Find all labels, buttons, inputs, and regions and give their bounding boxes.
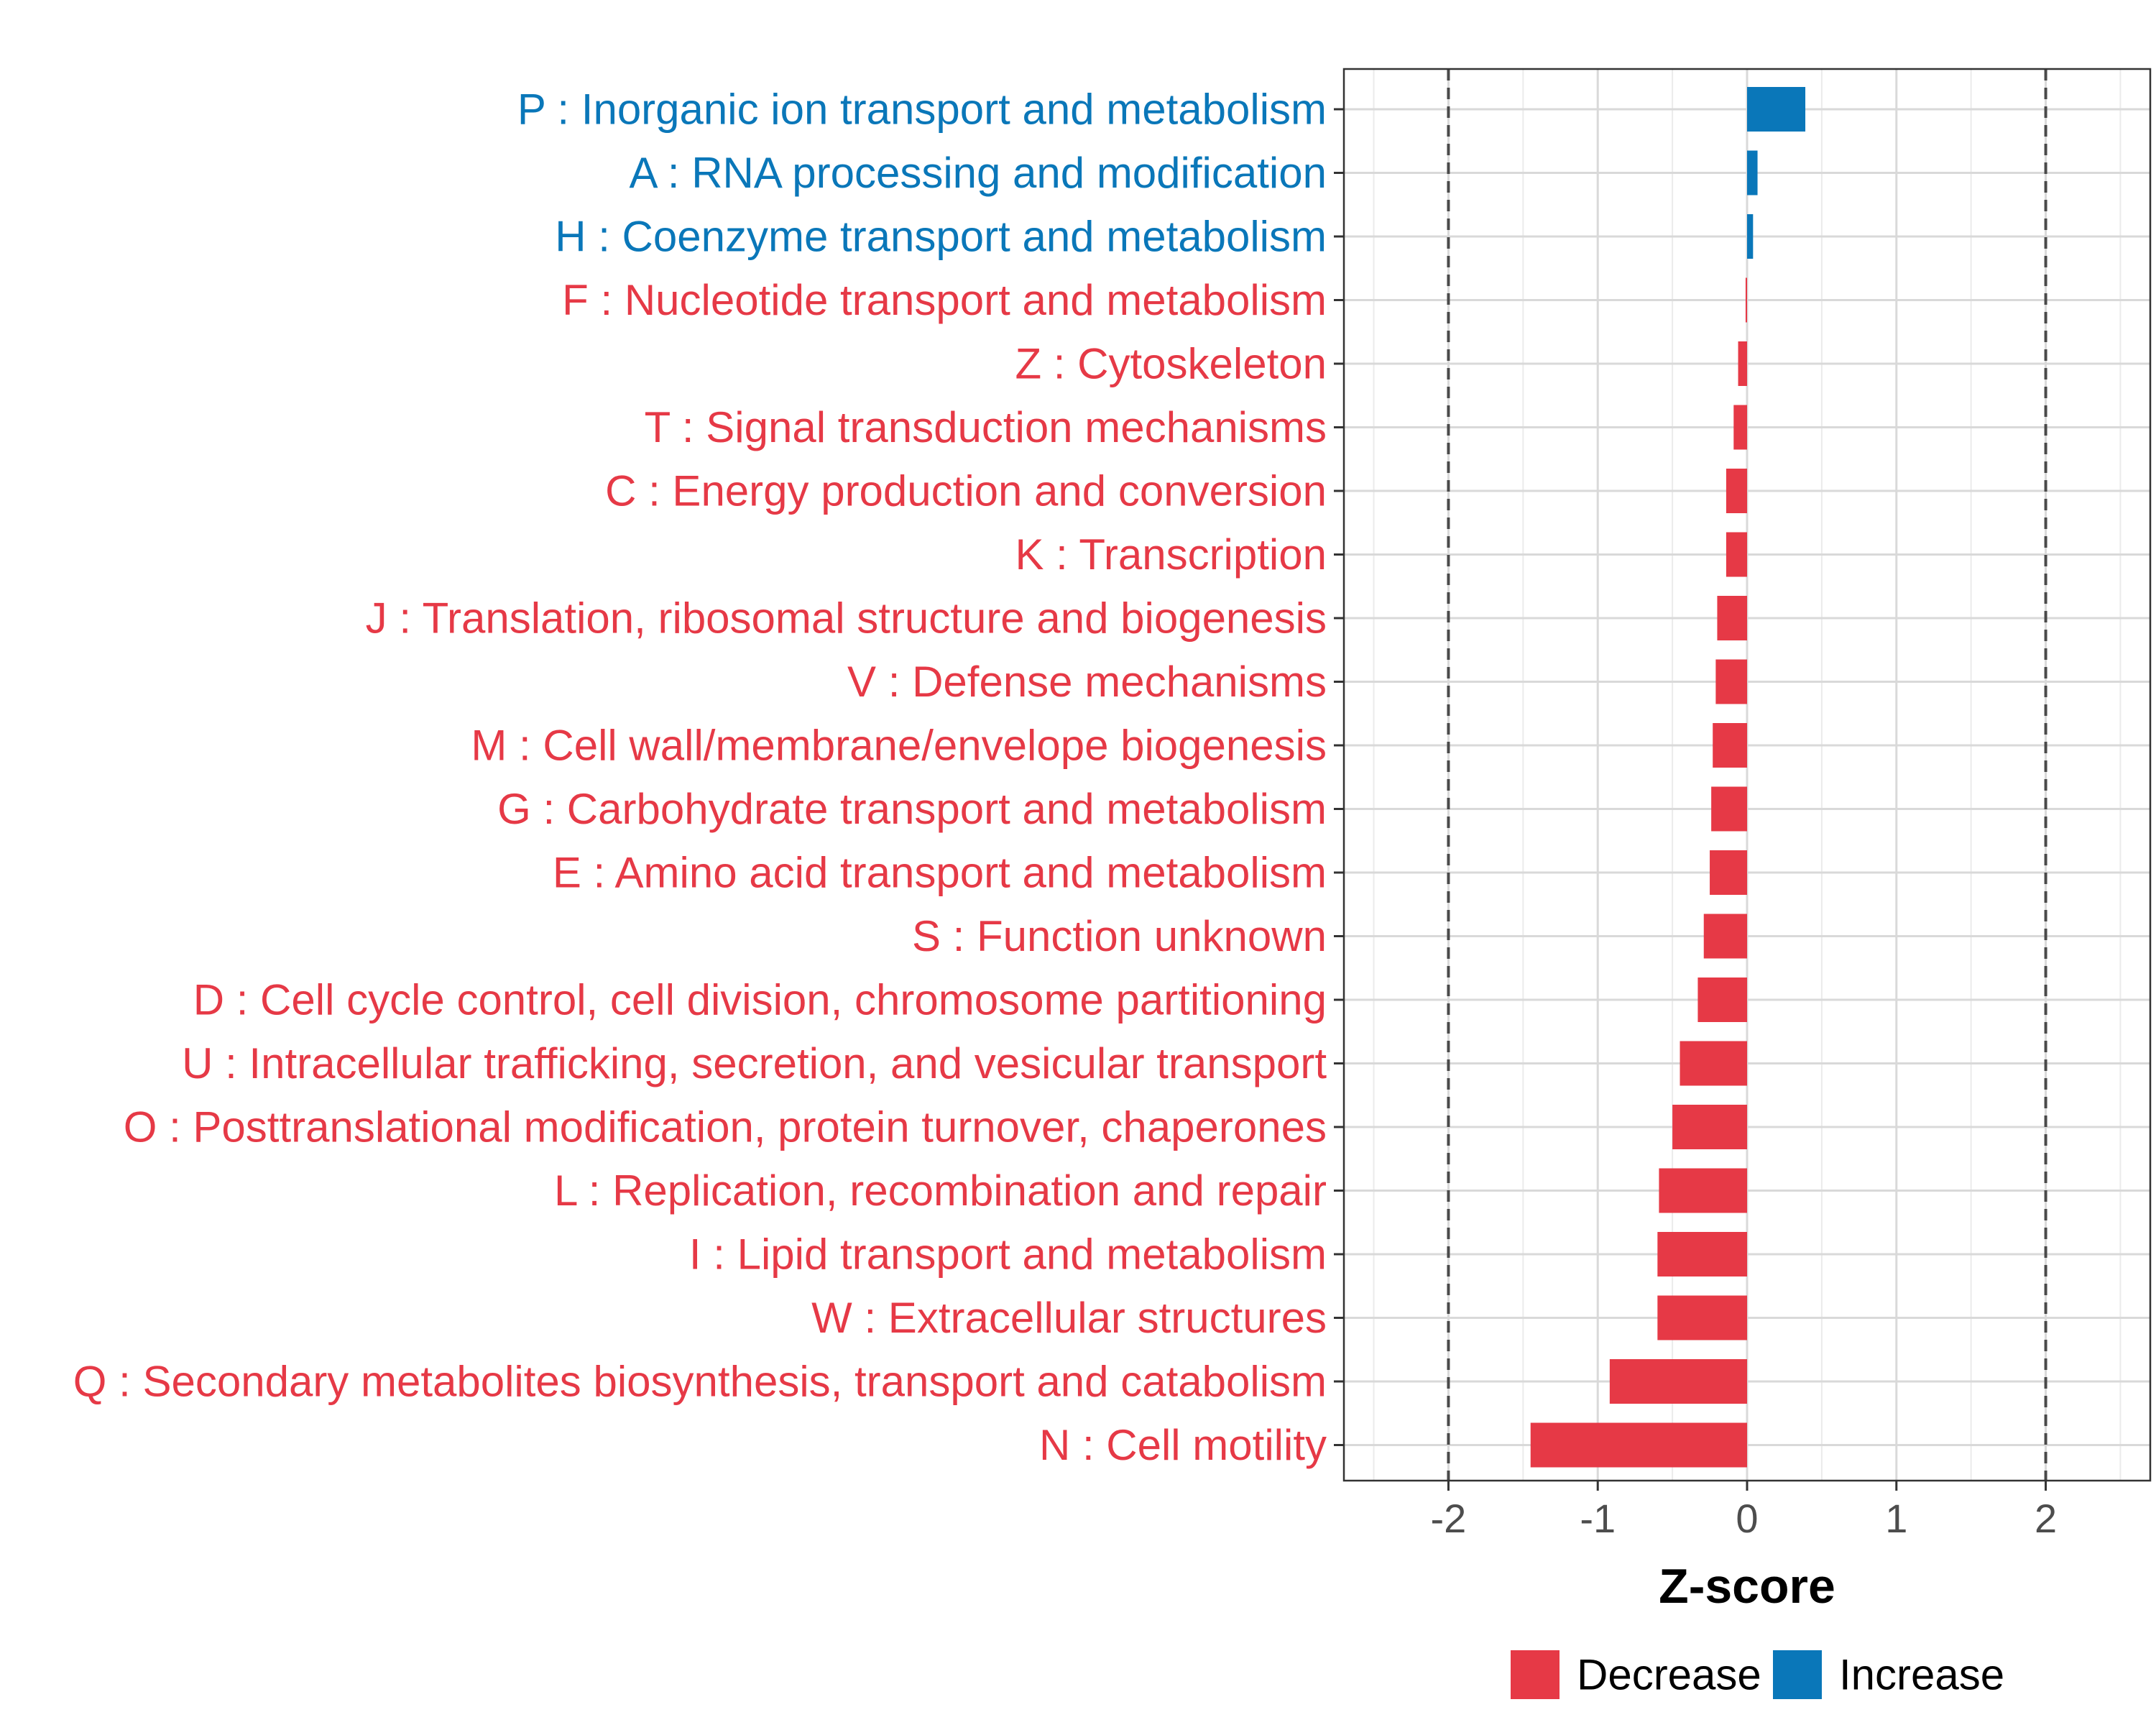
bar xyxy=(1711,786,1747,832)
category-label: A : RNA processing and modification xyxy=(629,149,1327,197)
bar xyxy=(1710,850,1747,895)
category-label: H : Coenzyme transport and metabolism xyxy=(555,213,1327,261)
bar xyxy=(1609,1359,1747,1404)
bar xyxy=(1530,1422,1747,1468)
legend-label: Decrease xyxy=(1577,1651,1761,1699)
category-label: G : Carbohydrate transport and metabolis… xyxy=(497,785,1327,833)
x-axis-ticks: -2 -1 0 1 2 xyxy=(1431,1481,2057,1541)
category-label: E : Amino acid transport and metabolism xyxy=(553,849,1327,897)
category-label: V : Defense mechanisms xyxy=(847,658,1327,706)
category-label: I : Lipid transport and metabolism xyxy=(689,1230,1327,1279)
bar xyxy=(1672,1105,1747,1149)
bar xyxy=(1745,277,1747,323)
category-labels: P : Inorganic ion transport and metaboli… xyxy=(73,86,1327,1470)
category-label: Z : Cytoskeleton xyxy=(1015,340,1327,388)
y-axis-ticks xyxy=(1334,108,1344,1446)
category-label: S : Function unknown xyxy=(912,912,1327,960)
category-label: N : Cell motility xyxy=(1039,1421,1327,1469)
category-label: K : Transcription xyxy=(1015,530,1327,579)
category-label: C : Energy production and conversion xyxy=(605,467,1327,515)
category-label: L : Replication, recombination and repai… xyxy=(554,1167,1327,1215)
bar xyxy=(1680,1041,1747,1086)
legend-swatch xyxy=(1511,1650,1560,1699)
category-label: M : Cell wall/membrane/envelope biogenes… xyxy=(471,722,1327,770)
bar xyxy=(1713,723,1747,768)
bar xyxy=(1659,1168,1747,1213)
category-label: F : Nucleotide transport and metabolism xyxy=(562,276,1327,324)
category-label: O : Posttranslational modification, prot… xyxy=(124,1103,1327,1151)
reference-lines xyxy=(1447,69,2047,1481)
bar xyxy=(1733,405,1747,450)
category-label: T : Signal transduction mechanisms xyxy=(645,403,1327,451)
bar xyxy=(1726,532,1747,577)
bar xyxy=(1738,341,1747,386)
bar xyxy=(1726,469,1747,513)
bar xyxy=(1747,87,1806,132)
legend-swatch xyxy=(1773,1650,1822,1699)
legend: Decrease Increase xyxy=(1511,1650,2004,1699)
x-tick-label: 1 xyxy=(1885,1496,1907,1541)
bar xyxy=(1703,914,1747,959)
category-label: W : Extracellular structures xyxy=(811,1294,1327,1342)
category-label: D : Cell cycle control, cell division, c… xyxy=(193,976,1327,1024)
category-label: J : Translation, ribosomal structure and… xyxy=(366,594,1327,643)
bar xyxy=(1715,659,1747,704)
bar xyxy=(1657,1295,1747,1340)
bar xyxy=(1717,596,1747,640)
legend-label: Increase xyxy=(1839,1651,2004,1699)
x-tick-label: 2 xyxy=(2035,1496,2057,1541)
category-label: Q : Secondary metabolites biosynthesis, … xyxy=(73,1358,1327,1406)
x-tick-label: 0 xyxy=(1736,1496,1758,1541)
category-label: U : Intracellular trafficking, secretion… xyxy=(182,1039,1327,1087)
category-label: P : Inorganic ion transport and metaboli… xyxy=(517,86,1327,134)
x-tick-label: -2 xyxy=(1431,1496,1467,1541)
bar xyxy=(1697,978,1747,1022)
bar xyxy=(1657,1232,1747,1276)
bar xyxy=(1747,150,1758,196)
bars xyxy=(1530,87,1806,1468)
x-axis-title: Z-score xyxy=(1659,1559,1835,1614)
x-tick-label: -1 xyxy=(1580,1496,1616,1541)
bar xyxy=(1747,214,1754,259)
